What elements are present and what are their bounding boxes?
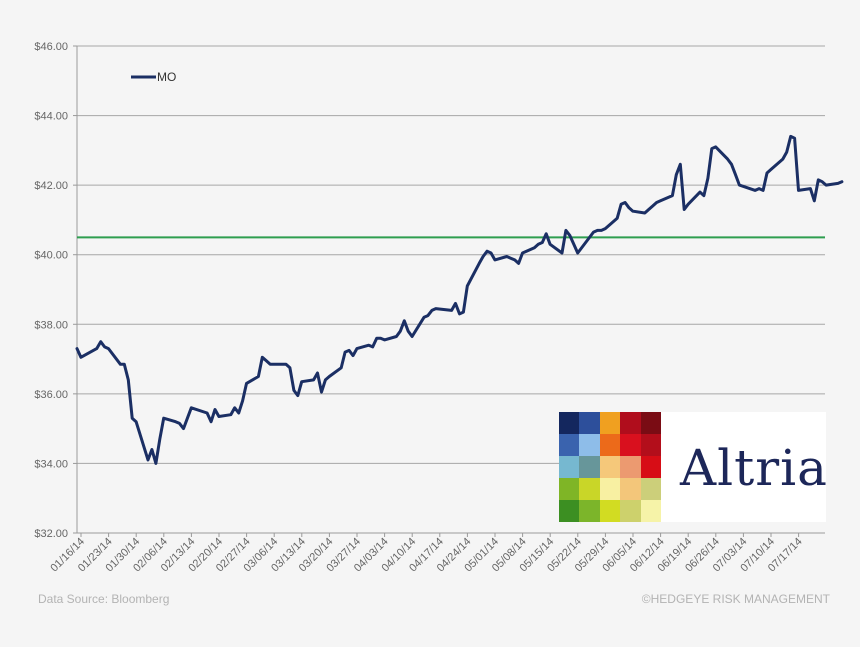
logo-mosaic-cell [620, 478, 641, 500]
logo-mosaic-cell [559, 456, 580, 478]
logo-mosaic-cell [620, 500, 641, 522]
logo-mosaic [559, 412, 661, 522]
gridlines [77, 45, 825, 534]
logo-mosaic-cell [599, 456, 621, 478]
logo-mosaic-cell [559, 500, 580, 522]
y-tick-label: $44.00 [34, 111, 68, 123]
series-line-mo [75, 134, 844, 465]
y-tick-label: $40.00 [34, 250, 68, 262]
logo-mosaic-cell [640, 434, 661, 456]
y-axis-ticks: $32.00 $34.00 $36.00 $38.00 $40.00 $42.00 $44.… [34, 41, 77, 540]
logo-mosaic-cell [579, 412, 600, 434]
logo-mosaic-cell [559, 478, 580, 500]
logo-mosaic-cell [599, 412, 621, 434]
logo-mosaic-cell [640, 478, 661, 500]
legend: MO [131, 70, 176, 84]
copyright-note: ©HEDGEYE RISK MANAGEMENT [641, 592, 830, 606]
legend-label-mo: MO [157, 70, 176, 84]
logo-mosaic-cell [579, 456, 600, 478]
logo-wordmark: Altria [680, 439, 828, 497]
y-tick-label: $38.00 [34, 319, 68, 331]
y-tick-label: $34.00 [34, 458, 68, 470]
logo-mosaic-cell [559, 434, 580, 456]
y-tick-label: $36.00 [34, 389, 68, 401]
altria-logo: Altria [559, 412, 828, 522]
y-tick-label: $46.00 [34, 41, 68, 53]
logo-mosaic-cell [579, 434, 600, 456]
logo-mosaic-cell [620, 412, 641, 434]
logo-mosaic-cell [579, 478, 600, 500]
logo-mosaic-cell [640, 500, 661, 522]
logo-mosaic-cell [620, 456, 641, 478]
data-source-note: Data Source: Bloomberg [38, 592, 170, 606]
logo-mosaic-cell [599, 478, 621, 500]
logo-mosaic-cell [640, 412, 661, 434]
logo-mosaic-cell [640, 456, 661, 478]
logo-mosaic-cell [620, 434, 641, 456]
y-tick-label: $32.00 [34, 528, 68, 540]
logo-mosaic-cell [599, 434, 621, 456]
logo-mosaic-cell [579, 500, 600, 522]
x-axis-ticks: 01/16/1401/23/1401/30/1402/06/1402/13/14… [48, 533, 805, 574]
logo-mosaic-cell [559, 412, 580, 434]
y-tick-label: $42.00 [34, 180, 68, 192]
logo-mosaic-cell [599, 500, 621, 522]
